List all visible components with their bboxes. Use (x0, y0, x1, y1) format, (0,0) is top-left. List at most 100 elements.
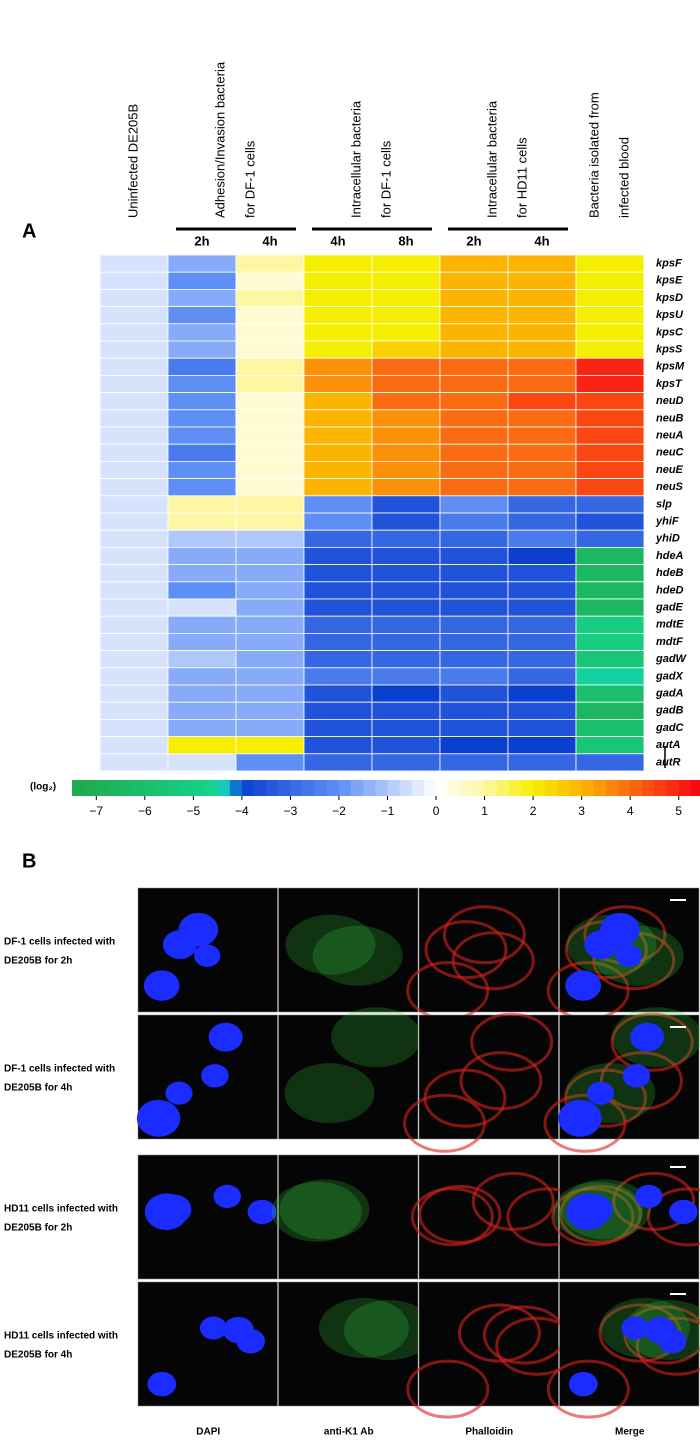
colorbar-swatch (593, 780, 607, 796)
colorbar-swatch (181, 780, 194, 796)
colorbar-swatch (302, 780, 315, 796)
row-label: slp (656, 498, 672, 510)
colorbar-swatch (496, 780, 510, 796)
nucleus (194, 944, 221, 967)
row-label: mdtF (656, 636, 683, 648)
colorbar-swatch (642, 780, 655, 796)
colorbar-swatch (278, 780, 291, 796)
heatmap-cell (235, 719, 305, 738)
heatmap-cell (507, 701, 577, 720)
row-label: gadC (655, 722, 685, 734)
heatmap-cell (303, 495, 373, 514)
heatmap-cell (167, 581, 237, 600)
heatmap-cell (235, 392, 305, 411)
heatmap-cell (167, 719, 237, 738)
heatmap-cell (167, 495, 237, 514)
heatmap-cell (99, 357, 169, 376)
row-label: kpsM (656, 361, 685, 373)
heatmap-cell (575, 271, 645, 290)
heatmap-cell (167, 443, 237, 462)
heatmap-cell (439, 719, 509, 738)
heatmap-cell (235, 323, 305, 342)
heatmap-cell (575, 409, 645, 428)
actin-stain (410, 1187, 494, 1247)
actin-stain (635, 1316, 700, 1376)
heatmap-cell (439, 633, 509, 652)
heatmap-cell (303, 736, 373, 755)
colorbar-swatch (460, 780, 473, 796)
colorbar-label: (log₂) (30, 782, 56, 793)
nucleus (615, 944, 642, 967)
heatmap-cell (99, 719, 169, 738)
colorbar-swatch (205, 780, 218, 796)
heatmap-cell (371, 512, 441, 531)
colorbar-swatch (217, 780, 231, 796)
nucleus (635, 1184, 663, 1209)
heatmap-cell (167, 615, 237, 634)
heatmap-cell (99, 254, 169, 273)
heatmap-cell (507, 684, 577, 703)
nucleus (143, 970, 180, 1001)
heatmap-cell (235, 581, 305, 600)
heatmap-cell (235, 564, 305, 583)
colorbar-swatch (229, 780, 243, 796)
heatmap-cell (439, 288, 509, 307)
colorbar-swatch (666, 780, 680, 796)
row-label: neuE (656, 464, 684, 476)
nucleus (600, 912, 640, 947)
colorbar-swatch (654, 780, 667, 796)
heatmap-cell (99, 495, 169, 514)
nucleus (213, 1184, 241, 1209)
heatmap-cell (575, 443, 645, 462)
cell-stain (271, 1181, 362, 1242)
heatmap-cell (235, 547, 305, 566)
heatmap-cell (235, 598, 305, 617)
heatmap-cell (507, 288, 577, 307)
heatmap-cell (575, 650, 645, 669)
heatmap-cell (439, 598, 509, 617)
cell-stain (285, 914, 376, 975)
column-label: Phalloidin (465, 1427, 513, 1438)
nucleus (657, 1329, 687, 1354)
row-label: yhiF (655, 516, 679, 528)
heatmap-cell (575, 615, 645, 634)
heatmap-cell (575, 701, 645, 720)
actin-stain (558, 1184, 642, 1244)
heatmap-cell (99, 512, 169, 531)
nucleus (622, 1064, 651, 1088)
heatmap-cell (371, 615, 441, 634)
heatmap-cell (507, 460, 577, 479)
heatmap-cell (371, 701, 441, 720)
column-label: 4h (534, 233, 549, 248)
actin-stain (610, 1012, 694, 1072)
heatmap-cell (303, 684, 373, 703)
heatmap-cell (507, 598, 577, 617)
heatmap-cell (99, 478, 169, 497)
row-label: HD11 cells infected with (4, 1204, 118, 1215)
heatmap-cell (303, 478, 373, 497)
row-label: kpsT (656, 378, 683, 390)
heatmap-cell (235, 701, 305, 720)
heatmap-cell (575, 495, 645, 514)
heatmap-cell (167, 409, 237, 428)
heatmap-cell (371, 254, 441, 273)
heatmap-cell (303, 650, 373, 669)
heatmap-cell (167, 633, 237, 652)
nucleus (565, 970, 602, 1001)
row-label: kpsC (656, 326, 684, 338)
column-header: Adhesion/Invasion bacteria (212, 61, 227, 218)
actin-stain (546, 1359, 630, 1419)
heatmap-cell (439, 529, 509, 548)
heatmap-cell (575, 254, 645, 273)
heatmap-cell (575, 529, 645, 548)
heatmap-cell (303, 615, 373, 634)
heatmap-cell (371, 306, 441, 325)
colorbar-tick-label: 2 (530, 804, 537, 818)
heatmap-cell (371, 581, 441, 600)
heatmap-cell (371, 564, 441, 583)
heatmap-cell (99, 409, 169, 428)
nucleus (165, 1081, 193, 1105)
heatmap-cell (507, 529, 577, 548)
heatmap-cell (99, 598, 169, 617)
heatmap-cell (303, 392, 373, 411)
